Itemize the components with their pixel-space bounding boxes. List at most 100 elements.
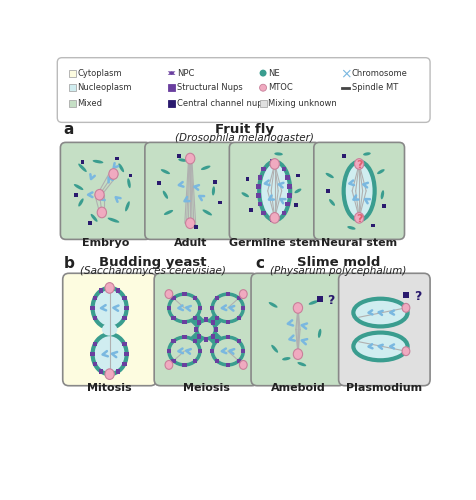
Bar <box>171 316 175 320</box>
Ellipse shape <box>127 178 130 188</box>
Bar <box>157 182 161 185</box>
FancyBboxPatch shape <box>57 58 429 122</box>
FancyBboxPatch shape <box>229 142 319 240</box>
Text: Central channel nups: Central channel nups <box>177 100 267 108</box>
Text: Mixed: Mixed <box>77 100 102 108</box>
FancyBboxPatch shape <box>60 142 151 240</box>
Bar <box>381 204 385 208</box>
Bar <box>124 306 129 310</box>
Text: Chromosome: Chromosome <box>351 68 407 78</box>
Ellipse shape <box>353 332 407 360</box>
Bar <box>214 339 218 344</box>
Text: a: a <box>63 122 74 136</box>
Bar <box>193 358 197 363</box>
FancyBboxPatch shape <box>145 142 235 240</box>
Bar <box>241 349 245 353</box>
Bar <box>236 358 240 363</box>
Text: Plasmodium: Plasmodium <box>346 384 422 394</box>
Ellipse shape <box>164 210 173 215</box>
Ellipse shape <box>185 153 195 164</box>
Bar <box>256 193 260 198</box>
Ellipse shape <box>241 192 248 198</box>
Ellipse shape <box>325 173 333 178</box>
Ellipse shape <box>211 186 215 196</box>
Text: Budding yeast: Budding yeast <box>99 256 206 270</box>
Text: (Drosophila melanogaster): (Drosophila melanogaster) <box>174 133 313 143</box>
Bar <box>167 306 171 310</box>
Ellipse shape <box>258 162 289 220</box>
Text: Mitosis: Mitosis <box>87 384 132 394</box>
Text: Germline stem: Germline stem <box>228 238 320 248</box>
Bar <box>286 193 291 198</box>
Ellipse shape <box>74 184 83 190</box>
Bar <box>182 292 186 296</box>
Ellipse shape <box>169 337 199 365</box>
Bar <box>193 328 198 332</box>
Bar <box>213 180 217 184</box>
Ellipse shape <box>95 190 104 200</box>
Bar <box>225 335 229 340</box>
Bar <box>176 154 180 158</box>
Bar <box>193 296 197 300</box>
Bar <box>171 358 175 363</box>
Bar <box>211 320 215 324</box>
Ellipse shape <box>259 84 266 91</box>
Bar <box>74 193 78 196</box>
Bar <box>69 100 76 107</box>
Bar <box>245 178 249 182</box>
Text: NPC: NPC <box>177 68 194 78</box>
Ellipse shape <box>281 357 290 360</box>
Bar <box>116 288 120 293</box>
Text: ⨯: ⨯ <box>339 66 351 80</box>
Ellipse shape <box>97 207 106 218</box>
Text: Adult: Adult <box>173 238 207 248</box>
Bar <box>197 320 201 324</box>
Bar <box>294 203 298 206</box>
Bar <box>257 202 262 206</box>
Bar <box>171 296 175 300</box>
Ellipse shape <box>308 300 317 305</box>
Ellipse shape <box>165 290 172 298</box>
Bar <box>249 208 253 212</box>
Bar <box>182 335 186 340</box>
Bar <box>296 174 299 178</box>
Bar <box>122 342 127 346</box>
Ellipse shape <box>239 360 247 370</box>
Text: Meiosis: Meiosis <box>182 384 229 394</box>
Bar <box>198 306 202 310</box>
Bar <box>370 224 374 228</box>
Ellipse shape <box>189 224 198 228</box>
Ellipse shape <box>274 152 282 156</box>
Bar <box>402 292 408 298</box>
Bar <box>225 292 229 296</box>
Ellipse shape <box>294 188 301 193</box>
Bar <box>285 176 289 180</box>
FancyBboxPatch shape <box>250 274 344 386</box>
FancyBboxPatch shape <box>154 274 258 386</box>
Ellipse shape <box>118 164 124 172</box>
Bar <box>217 200 221 204</box>
Text: Structural Nups: Structural Nups <box>177 83 243 92</box>
Ellipse shape <box>78 198 83 206</box>
Ellipse shape <box>185 218 195 228</box>
FancyBboxPatch shape <box>62 274 156 386</box>
Bar <box>193 339 197 344</box>
Ellipse shape <box>92 334 127 374</box>
Ellipse shape <box>343 162 374 220</box>
Ellipse shape <box>102 324 117 336</box>
Bar <box>99 369 103 374</box>
Ellipse shape <box>212 337 243 365</box>
Ellipse shape <box>105 282 114 293</box>
Bar <box>99 288 103 293</box>
Ellipse shape <box>380 190 383 200</box>
Bar <box>90 306 95 310</box>
Text: MTOC: MTOC <box>268 83 292 92</box>
Ellipse shape <box>178 158 186 162</box>
Text: (Physarum polycephalum): (Physarum polycephalum) <box>270 266 406 276</box>
Bar <box>194 225 198 229</box>
Bar <box>168 100 175 107</box>
Bar <box>69 70 76 76</box>
Text: Neural stem: Neural stem <box>320 238 397 248</box>
Text: (Saccharomyces cerevisiae): (Saccharomyces cerevisiae) <box>79 266 225 276</box>
Text: NE: NE <box>268 68 279 78</box>
